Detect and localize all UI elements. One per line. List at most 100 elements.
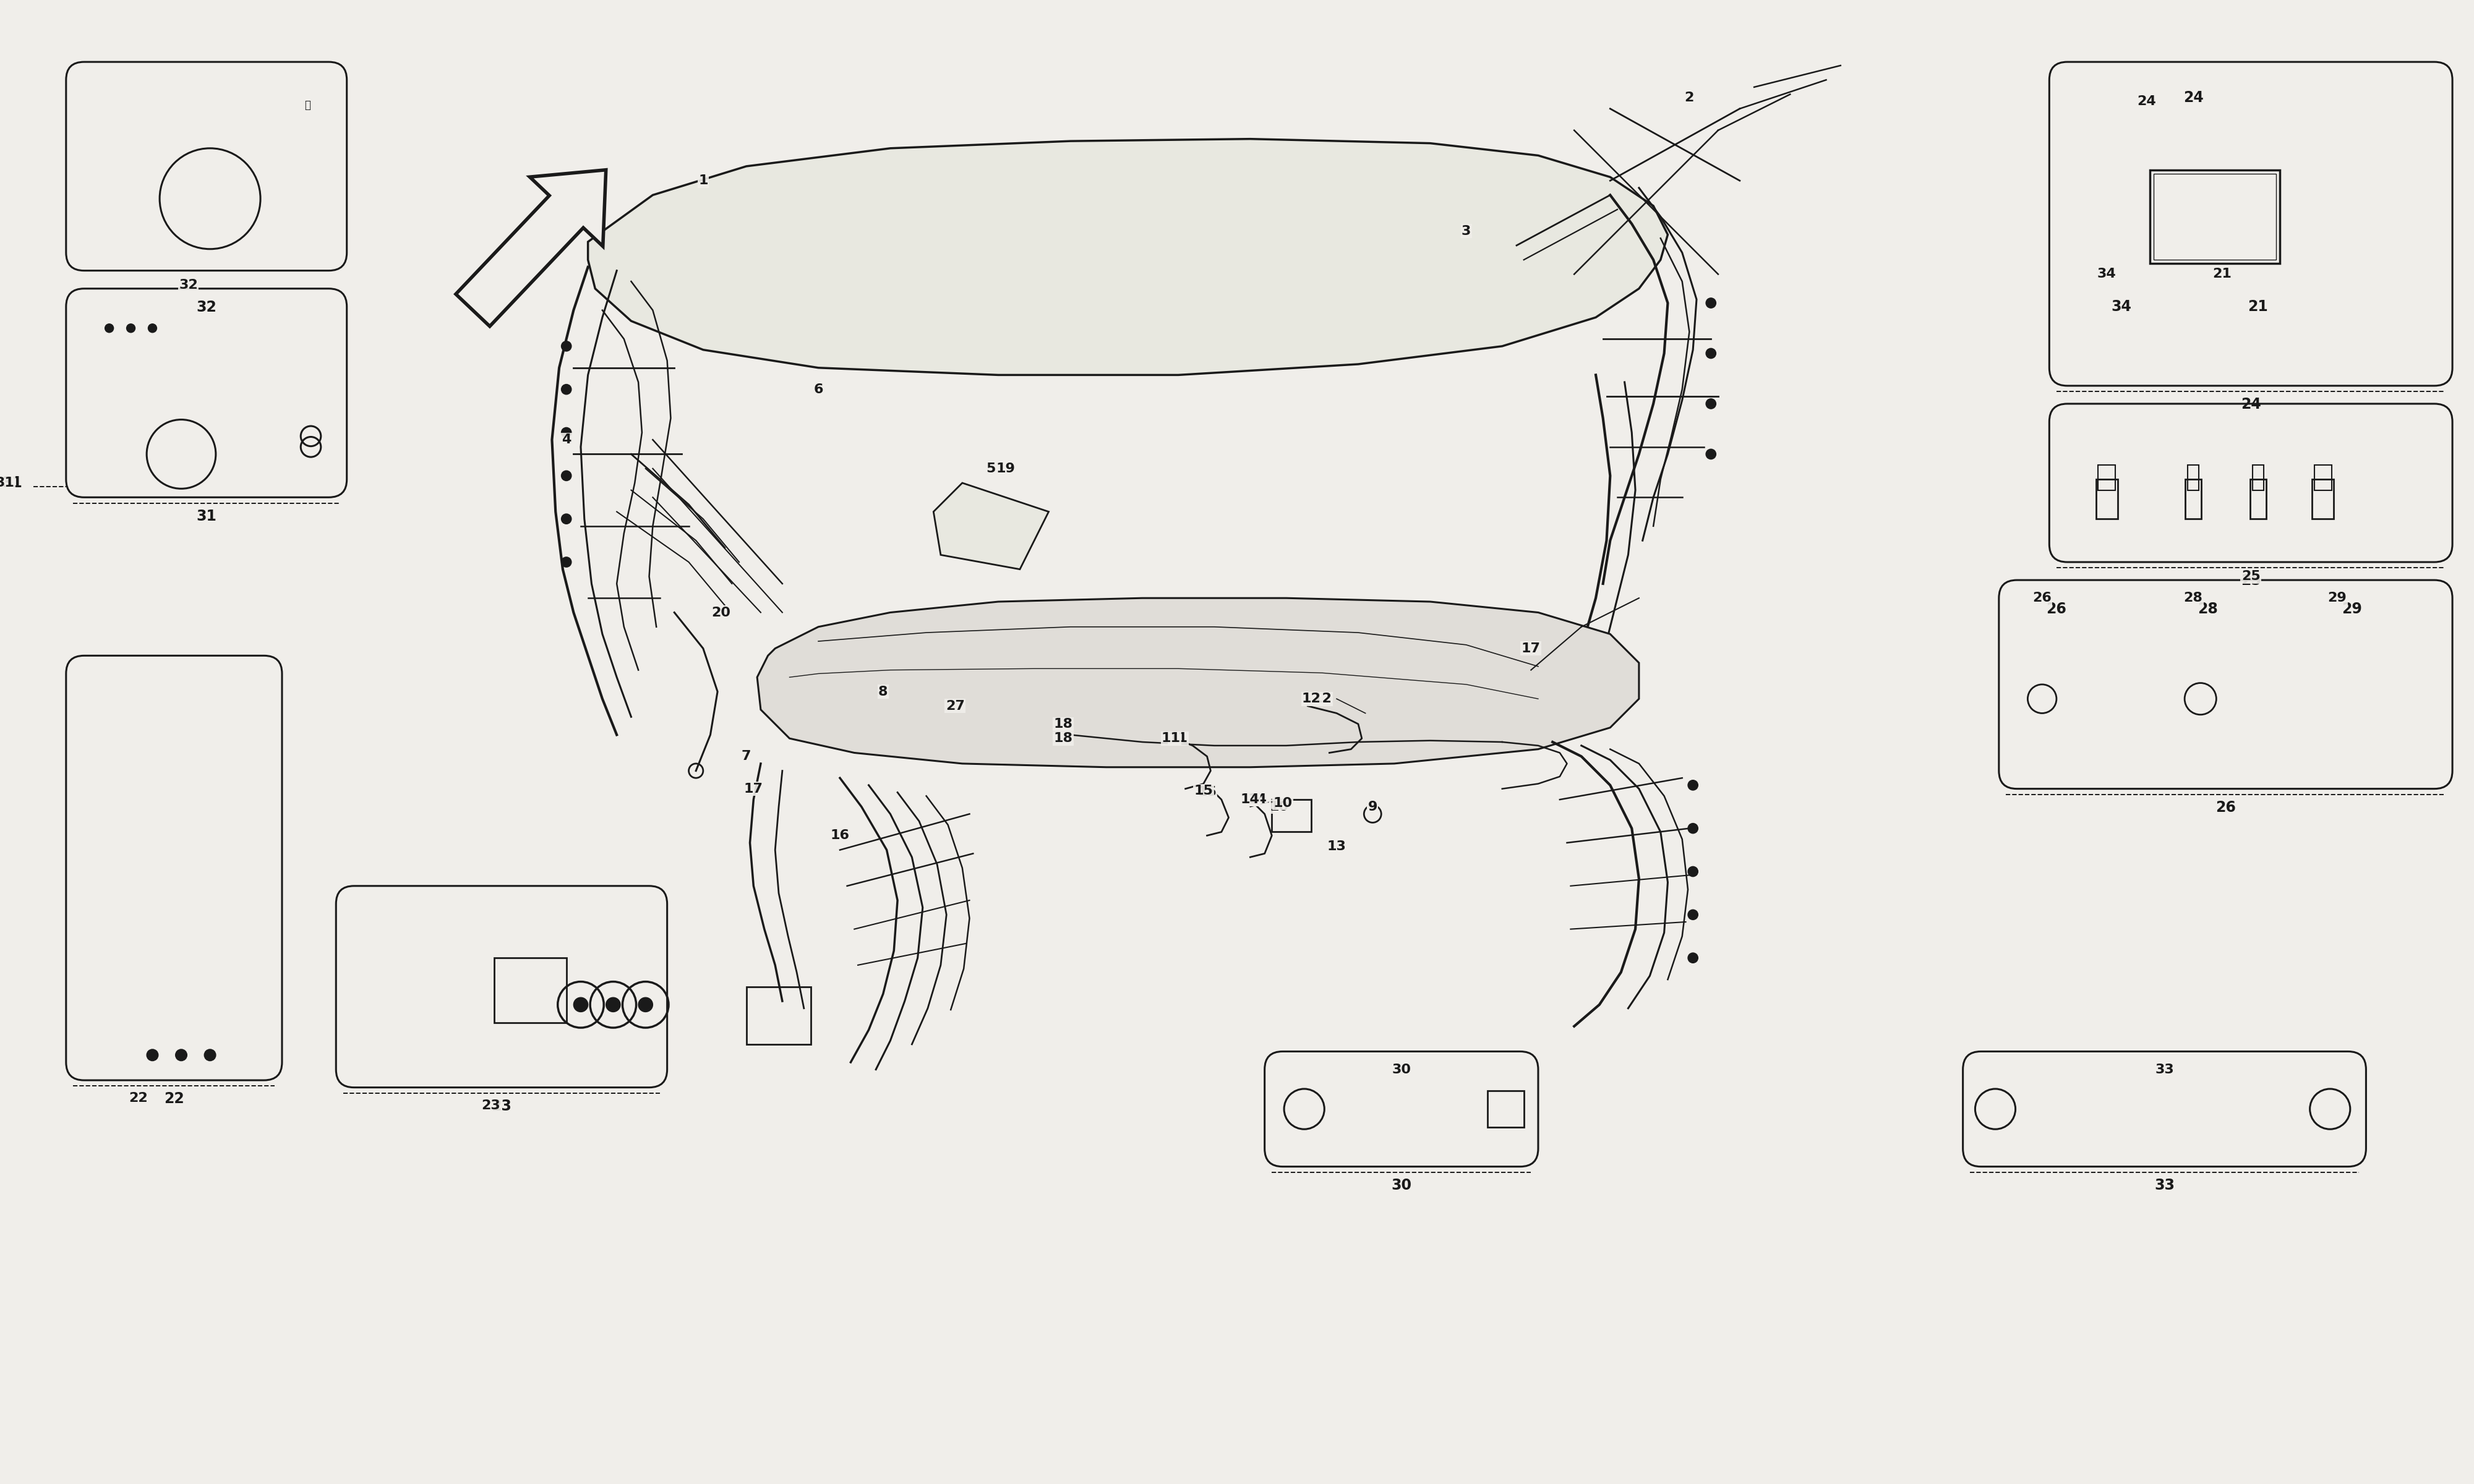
Text: 26: 26 (2217, 800, 2236, 815)
Text: 12: 12 (1314, 693, 1331, 705)
Text: 23: 23 (482, 1100, 500, 1112)
Text: 1: 1 (698, 175, 708, 187)
Bar (495, 957, 567, 1022)
Text: 26: 26 (2034, 592, 2051, 604)
Text: 22: 22 (163, 1092, 183, 1107)
Bar (2185, 479, 2202, 519)
Text: ᵾ: ᵾ (304, 99, 309, 111)
Text: 28: 28 (2185, 592, 2202, 604)
Circle shape (562, 427, 571, 438)
Circle shape (1687, 781, 1697, 789)
Bar (2187, 464, 2199, 490)
Text: 12: 12 (1301, 693, 1321, 705)
Text: 28: 28 (2197, 601, 2217, 616)
Circle shape (104, 324, 114, 332)
Text: 32: 32 (195, 300, 218, 315)
Text: 7: 7 (742, 751, 752, 763)
FancyArrow shape (455, 169, 606, 326)
Text: 18: 18 (1054, 718, 1074, 730)
Text: 30: 30 (1393, 1063, 1410, 1076)
Circle shape (1687, 867, 1697, 877)
Bar (1487, 1091, 1524, 1126)
Text: 17: 17 (1522, 643, 1541, 654)
Text: 16: 16 (831, 830, 849, 841)
Circle shape (1687, 910, 1697, 920)
FancyBboxPatch shape (1264, 1052, 1539, 1166)
Bar (2098, 464, 2115, 490)
Bar (2251, 479, 2266, 519)
Circle shape (574, 997, 589, 1012)
Text: 29: 29 (2340, 601, 2363, 616)
Circle shape (562, 470, 571, 481)
Text: 21: 21 (2249, 300, 2269, 315)
Polygon shape (589, 139, 1667, 375)
Circle shape (176, 1049, 188, 1061)
FancyBboxPatch shape (1962, 1052, 2365, 1166)
Text: 30: 30 (1390, 1178, 1413, 1193)
Text: 15: 15 (1195, 785, 1212, 797)
Circle shape (205, 1049, 215, 1061)
Text: 6: 6 (814, 383, 824, 396)
FancyBboxPatch shape (67, 288, 346, 497)
Text: 13: 13 (1326, 840, 1346, 852)
Polygon shape (757, 598, 1638, 767)
Circle shape (562, 384, 571, 395)
Text: 11: 11 (1168, 732, 1188, 745)
Text: 20: 20 (713, 607, 730, 619)
Text: 18: 18 (1054, 732, 1074, 745)
FancyBboxPatch shape (2048, 404, 2452, 562)
Text: 24: 24 (2182, 91, 2204, 105)
FancyBboxPatch shape (1999, 580, 2452, 789)
Bar (1272, 800, 1311, 833)
Text: 4: 4 (562, 433, 571, 445)
Text: 19: 19 (997, 463, 1014, 475)
Text: 17: 17 (745, 782, 762, 795)
Text: 5: 5 (987, 463, 997, 475)
Text: 9: 9 (1368, 800, 1378, 813)
Text: 10: 10 (1274, 797, 1291, 809)
Text: 11: 11 (1160, 732, 1180, 745)
Text: 3: 3 (1462, 226, 1472, 237)
FancyBboxPatch shape (2048, 62, 2452, 386)
Text: 34: 34 (2098, 269, 2115, 280)
Text: 23: 23 (492, 1098, 512, 1113)
Text: 10: 10 (1269, 800, 1289, 813)
Circle shape (148, 324, 156, 332)
Text: 14: 14 (1247, 794, 1267, 806)
Text: 24: 24 (2241, 398, 2261, 413)
Text: 21: 21 (2212, 269, 2232, 280)
Text: 26: 26 (2046, 601, 2066, 616)
FancyBboxPatch shape (67, 656, 282, 1080)
Polygon shape (933, 482, 1049, 570)
Circle shape (1707, 349, 1717, 359)
Text: 31: 31 (195, 509, 218, 524)
Text: 22: 22 (129, 1092, 148, 1104)
Text: 14: 14 (1239, 794, 1259, 806)
Circle shape (562, 556, 571, 567)
Text: 31: 31 (2, 475, 22, 490)
Text: 13: 13 (1326, 840, 1346, 852)
Circle shape (1687, 824, 1697, 834)
Text: 34: 34 (2110, 300, 2133, 315)
Text: 29: 29 (2328, 592, 2348, 604)
Text: 27: 27 (945, 700, 965, 712)
Bar (2150, 169, 2279, 264)
Text: 25: 25 (2241, 570, 2261, 583)
Text: 15: 15 (1197, 787, 1217, 798)
Text: 2: 2 (1685, 92, 1695, 104)
Bar (2313, 464, 2331, 490)
Circle shape (606, 997, 621, 1012)
Text: 24: 24 (2138, 95, 2155, 108)
Bar (2155, 174, 2276, 260)
Text: 8: 8 (878, 686, 888, 697)
Circle shape (146, 1049, 158, 1061)
Bar (2313, 479, 2333, 519)
Circle shape (1707, 399, 1717, 408)
Circle shape (126, 324, 136, 332)
Circle shape (562, 341, 571, 352)
Text: 25: 25 (2241, 573, 2261, 588)
Bar (747, 987, 811, 1045)
Circle shape (1707, 450, 1717, 459)
FancyBboxPatch shape (67, 62, 346, 270)
Circle shape (1687, 953, 1697, 963)
